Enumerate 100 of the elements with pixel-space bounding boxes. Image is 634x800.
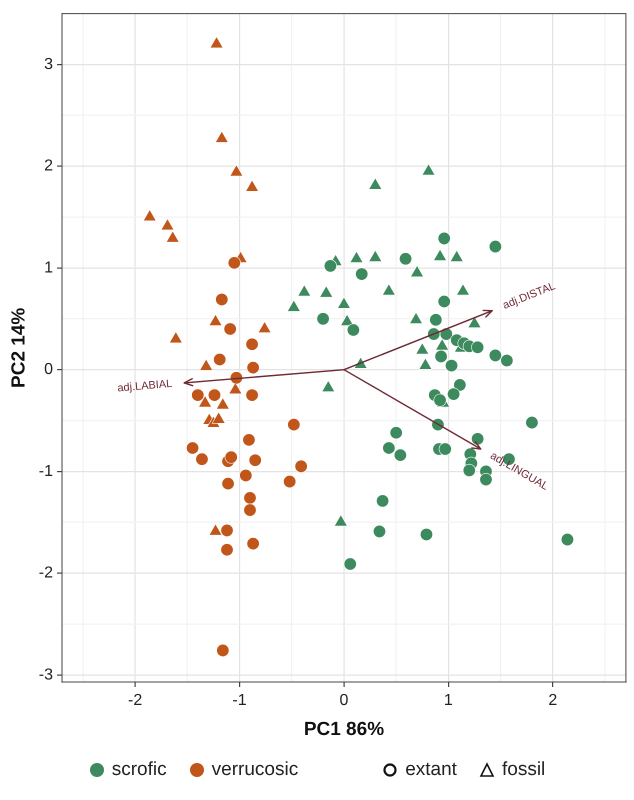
point xyxy=(224,322,237,336)
y-tick-label: 1 xyxy=(44,259,54,276)
point xyxy=(169,331,183,344)
x-tick-label: 2 xyxy=(548,692,558,710)
point xyxy=(337,296,351,309)
point xyxy=(246,388,259,402)
point xyxy=(456,284,470,296)
point xyxy=(368,250,382,262)
text: extant xyxy=(405,759,457,781)
point xyxy=(213,353,226,366)
point xyxy=(560,533,574,546)
point xyxy=(239,468,252,482)
point xyxy=(224,450,238,464)
point xyxy=(390,426,403,440)
point xyxy=(208,388,221,402)
point xyxy=(355,268,368,281)
point xyxy=(435,338,449,350)
y-tick-label: 0 xyxy=(44,361,54,378)
text: fossil xyxy=(502,759,546,781)
point xyxy=(445,359,458,372)
point xyxy=(214,130,229,143)
point xyxy=(447,388,460,401)
point xyxy=(418,358,432,370)
point xyxy=(258,321,272,334)
point xyxy=(462,464,476,477)
point xyxy=(186,442,200,455)
point xyxy=(488,348,502,362)
y-tick-label: -1 xyxy=(38,462,54,480)
point xyxy=(215,292,228,306)
point xyxy=(409,312,423,324)
point xyxy=(319,286,334,298)
point xyxy=(372,524,386,538)
point xyxy=(297,284,312,296)
x-axis-title: PC1 86% xyxy=(304,718,384,740)
point xyxy=(216,644,230,657)
point xyxy=(394,448,407,462)
point xyxy=(245,180,259,192)
x-tick-label: 1 xyxy=(444,692,453,710)
point xyxy=(344,557,357,570)
point xyxy=(429,313,442,326)
point xyxy=(438,295,451,308)
point xyxy=(242,433,256,446)
point xyxy=(415,342,430,354)
point xyxy=(243,491,256,504)
point xyxy=(488,240,502,254)
point xyxy=(399,252,412,266)
y-tick-label: -3 xyxy=(38,666,54,684)
point xyxy=(243,504,256,517)
legend-label: verrucosic xyxy=(212,759,298,781)
annotation: adj.LABIAL xyxy=(116,378,173,394)
point xyxy=(212,412,226,424)
point xyxy=(287,300,301,312)
point xyxy=(283,475,296,488)
y-tick-label: -2 xyxy=(38,564,54,582)
point xyxy=(420,528,433,541)
point xyxy=(195,452,208,466)
point xyxy=(228,256,241,270)
point xyxy=(316,312,330,326)
x-tick-label: 0 xyxy=(340,692,349,710)
y-tick-label: 3 xyxy=(44,56,54,73)
point xyxy=(434,350,448,363)
point xyxy=(471,432,484,446)
point xyxy=(208,314,222,326)
point xyxy=(246,537,260,550)
point xyxy=(450,250,464,262)
point xyxy=(191,388,204,402)
point xyxy=(433,248,447,261)
point xyxy=(382,284,396,296)
x-tick-label: -1 xyxy=(232,692,247,710)
point xyxy=(438,232,451,245)
point xyxy=(525,416,538,430)
point xyxy=(434,394,447,407)
point xyxy=(376,494,390,508)
point xyxy=(222,477,235,490)
point xyxy=(287,418,300,432)
point xyxy=(199,358,213,371)
point xyxy=(438,442,452,456)
point xyxy=(322,380,336,392)
y-axis-title: PC2 14% xyxy=(8,308,30,388)
point xyxy=(220,543,234,556)
point xyxy=(160,218,174,230)
point xyxy=(340,314,354,326)
y-tick-label: 2 xyxy=(44,158,54,175)
point xyxy=(248,454,262,467)
point xyxy=(246,338,259,351)
x-tick-label: -2 xyxy=(128,692,142,710)
point xyxy=(210,36,224,48)
point xyxy=(422,163,436,176)
point xyxy=(500,354,514,368)
point xyxy=(166,230,180,242)
point xyxy=(230,164,244,176)
point xyxy=(294,460,308,473)
point xyxy=(228,382,242,394)
point xyxy=(453,378,466,392)
point xyxy=(346,323,360,336)
point xyxy=(246,361,260,374)
point xyxy=(220,524,234,537)
point xyxy=(142,209,157,222)
legend-label: scrofic xyxy=(112,759,167,781)
point xyxy=(324,259,337,272)
